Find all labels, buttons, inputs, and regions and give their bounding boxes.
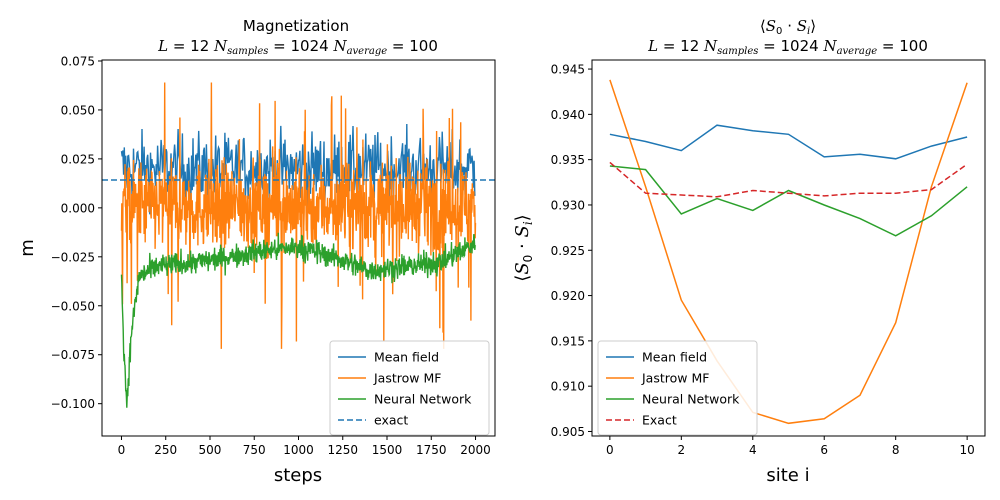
correlation-legend: Mean field Jastrow MF Neural Network Exact bbox=[597, 340, 758, 436]
magnetization-x-tick-label: 1500 bbox=[372, 443, 403, 457]
correlation-y-tick-label: 0.910 bbox=[551, 380, 585, 394]
correlation-y-axis-label: ⟨S0 · Si⟩ bbox=[512, 214, 535, 281]
magnetization-legend: Mean field Jastrow MF Neural Network exact bbox=[329, 340, 490, 436]
neural-network-legend-label: Neural Network bbox=[374, 392, 472, 407]
magnetization-y-tick-label: −0.075 bbox=[51, 348, 95, 362]
magnetization-y-tick-label: 0.025 bbox=[61, 152, 95, 166]
neural-network-legend-label: Neural Network bbox=[642, 392, 740, 407]
correlation-panel: ⟨S0 · Si⟩ L = 12 Nsamples = 1024 Naverag… bbox=[512, 17, 986, 486]
correlation-y-tick-label: 0.945 bbox=[551, 63, 585, 77]
correlation-x-tick-label: 6 bbox=[820, 443, 828, 457]
magnetization-x-tick-label: 2000 bbox=[460, 443, 491, 457]
correlation-x-tick-label: 8 bbox=[892, 443, 900, 457]
correlation-legend-box bbox=[597, 340, 758, 436]
correlation-plot-area: 0 2 4 6 8 10 0.905 0.910 0.915 0.920 0.925 0.930 0.9… bbox=[551, 63, 975, 457]
correlation-y-tick-label: 0.920 bbox=[551, 289, 585, 303]
magnetization-legend-box bbox=[329, 340, 490, 436]
magnetization-y-tick-label: 0.000 bbox=[61, 201, 95, 215]
magnetization-x-tick-label: 1750 bbox=[416, 443, 447, 457]
jastrow-mf-legend-label: Jastrow MF bbox=[641, 371, 709, 386]
magnetization-axes-frame bbox=[101, 59, 496, 437]
correlation-y-tick-label: 0.940 bbox=[551, 108, 585, 122]
correlation-title: ⟨S0 · Si⟩ bbox=[760, 17, 816, 37]
correlation-axes-frame bbox=[591, 59, 986, 437]
magnetization-x-tick-label: 1250 bbox=[327, 443, 358, 457]
correlation-y-tick-label: 0.930 bbox=[551, 198, 585, 212]
magnetization-y-tick-label: 0.075 bbox=[61, 54, 95, 68]
magnetization-x-tick-label: 750 bbox=[243, 443, 266, 457]
magnetization-x-tick-label: 0 bbox=[118, 443, 126, 457]
magnetization-x-tick-label: 1000 bbox=[283, 443, 314, 457]
correlation-x-tick-label: 4 bbox=[749, 443, 757, 457]
magnetization-plot-area: 0 250 500 750 1000 1250 1500 1750 2000 −0.100 −0.0… bbox=[51, 54, 495, 457]
exact-legend-label: exact bbox=[374, 413, 408, 428]
exact-series-line bbox=[609, 161, 968, 198]
magnetization-subtitle: L = 12 Nsamples = 1024 Naverage = 100 bbox=[157, 37, 438, 57]
jastrow-mf-series-line bbox=[609, 79, 968, 425]
magnetization-x-tick-label: 500 bbox=[199, 443, 222, 457]
neural-network-series-line bbox=[120, 232, 477, 408]
magnetization-x-axis-label: steps bbox=[274, 465, 322, 486]
correlation-x-tick-label: 10 bbox=[959, 443, 974, 457]
magnetization-y-axis-label: m bbox=[17, 239, 38, 257]
mean-field-legend-label: Mean field bbox=[642, 350, 707, 365]
correlation-x-tick-label: 2 bbox=[677, 443, 685, 457]
magnetization-y-tick-label: 0.050 bbox=[61, 103, 95, 117]
neural-network-series-line bbox=[609, 165, 968, 237]
magnetization-panel: Magnetization L = 12 Nsamples = 1024 Nav… bbox=[17, 17, 496, 486]
magnetization-y-tick-label: −0.025 bbox=[51, 250, 95, 264]
mean-field-legend-label: Mean field bbox=[374, 350, 439, 365]
correlation-y-tick-label: 0.925 bbox=[551, 244, 585, 258]
magnetization-y-tick-label: −0.100 bbox=[51, 397, 95, 411]
correlation-subtitle: L = 12 Nsamples = 1024 Naverage = 100 bbox=[647, 37, 928, 57]
magnetization-x-tick-label: 250 bbox=[154, 443, 177, 457]
magnetization-y-tick-label: −0.050 bbox=[51, 299, 95, 313]
correlation-y-tick-label: 0.915 bbox=[551, 334, 585, 348]
correlation-y-tick-label: 0.935 bbox=[551, 153, 585, 167]
exact-legend-label: Exact bbox=[642, 413, 677, 428]
magnetization-title: Magnetization bbox=[243, 17, 349, 35]
correlation-x-tick-label: 0 bbox=[606, 443, 614, 457]
jastrow-mf-legend-label: Jastrow MF bbox=[373, 371, 441, 386]
correlation-y-tick-label: 0.905 bbox=[551, 425, 585, 439]
correlation-x-axis-label: site i bbox=[766, 465, 809, 486]
mean-field-series-line bbox=[609, 124, 968, 160]
jastrow-mf-series-line bbox=[120, 82, 477, 349]
